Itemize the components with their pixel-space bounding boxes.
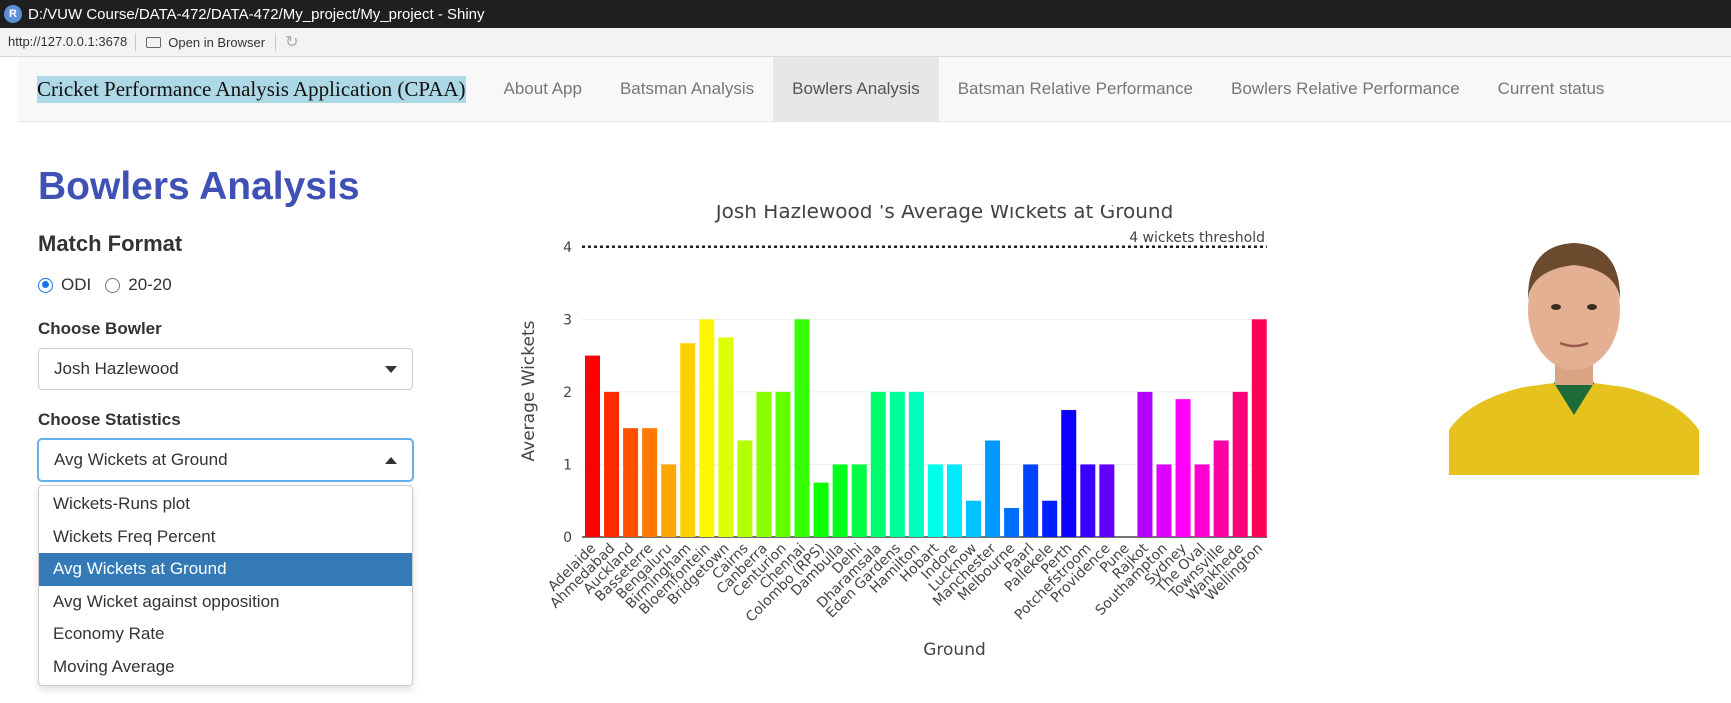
y-tick-label: 0 <box>563 530 572 546</box>
chart-bar <box>1232 391 1248 537</box>
hair-shape <box>1527 243 1621 300</box>
chart-bar <box>1251 319 1267 537</box>
tab-bowlers-relative-performance[interactable]: Bowlers Relative Performance <box>1231 79 1460 98</box>
statistics-option[interactable]: Economy Rate <box>53 624 165 643</box>
y-tick-label: 2 <box>563 385 572 401</box>
statistics-option[interactable]: Moving Average <box>53 656 175 676</box>
navbar: Cricket Performance Analysis Application… <box>18 57 1731 122</box>
window-titlebar: R D:/VUW Course/DATA-472/DATA-472/My_pro… <box>0 0 1731 28</box>
chart-title: Josh Hazlewood 's Average Wickets at Gro… <box>714 205 1174 223</box>
radio-t20[interactable] <box>105 277 121 293</box>
tab-current-status[interactable]: Current status <box>1497 79 1605 98</box>
brand-text: Cricket Performance Analysis Application… <box>37 75 466 103</box>
x-axis-label: Ground <box>923 640 986 660</box>
window-title: D:/VUW Course/DATA-472/DATA-472/My_proje… <box>28 5 485 23</box>
tab-about-app[interactable]: About App <box>503 79 582 98</box>
statistics-option[interactable]: Wickets-Runs plot <box>53 494 190 513</box>
chart-bar <box>1042 500 1058 537</box>
open-in-browser-label: Open in Browser <box>168 34 266 50</box>
left-eye <box>1551 304 1561 310</box>
chart-bar <box>642 428 658 537</box>
bowler-select[interactable]: Josh Hazlewood <box>38 348 413 390</box>
chart-bar <box>604 391 620 537</box>
statistics-select-value: Avg Wickets at Ground <box>54 450 228 469</box>
tab-batsman-relative-performance[interactable]: Batsman Relative Performance <box>957 79 1193 98</box>
chart-bar <box>1023 464 1039 537</box>
chart-bar <box>794 319 810 537</box>
radio-t20-label[interactable]: 20-20 <box>128 275 172 294</box>
match-format-radio-group: ODI 20-20 <box>38 275 413 295</box>
chart-bar <box>737 440 753 537</box>
chart-bar <box>927 464 943 537</box>
chart-bar <box>1099 464 1115 537</box>
chart-svg: Josh Hazlewood 's Average Wickets at Gro… <box>519 199 1267 660</box>
match-format-heading: Match Format <box>38 231 183 256</box>
chart-bar <box>1061 410 1077 537</box>
chart-bar <box>908 391 924 537</box>
statistics-option-selected[interactable]: Avg Wickets at Ground <box>39 553 412 586</box>
sidebar-panel: Bowlers Analysis Match Format ODI 20-20 … <box>38 165 413 686</box>
chart-bar <box>775 391 791 537</box>
choose-statistics-label: Choose Statistics <box>38 410 181 429</box>
chart-bar <box>756 391 772 537</box>
statistics-dropdown-menu: Wickets-Runs plot Wickets Freq Percent A… <box>38 485 413 686</box>
chart-bar <box>1175 399 1191 537</box>
app-brand[interactable]: Cricket Performance Analysis Application… <box>18 57 485 121</box>
chart-bar <box>1213 440 1229 537</box>
chart-bar <box>718 337 734 537</box>
page-title: Bowlers Analysis <box>38 165 360 208</box>
radio-odi-label[interactable]: ODI <box>61 275 92 294</box>
radio-odi[interactable] <box>38 277 53 293</box>
chart-bar <box>661 464 677 537</box>
mouth-shape <box>1559 341 1589 348</box>
chart-bar <box>985 440 1001 537</box>
address-bar: http://127.0.0.1:3678 Open in Browser ↻ <box>0 28 1731 57</box>
open-in-browser-button[interactable]: Open in Browser <box>136 33 277 51</box>
chevron-up-icon <box>385 456 397 464</box>
url-text[interactable]: http://127.0.0.1:3678 <box>0 33 137 51</box>
chart-bar <box>623 428 639 537</box>
chart-bar <box>946 464 962 537</box>
browser-window-icon <box>146 36 162 48</box>
statistics-option[interactable]: Avg Wicket against opposition <box>53 591 280 611</box>
chart-bar <box>1194 464 1210 537</box>
y-axis-label: Average Wickets <box>519 320 539 461</box>
tab-bowlers-analysis[interactable]: Bowlers Analysis <box>773 57 939 121</box>
chart-bar <box>1137 391 1153 537</box>
y-tick-label: 1 <box>563 457 572 473</box>
wickets-at-ground-chart: Josh Hazlewood 's Average Wickets at Gro… <box>500 199 1420 665</box>
right-eye <box>1587 304 1597 310</box>
chart-bar <box>699 319 715 537</box>
chart-bar <box>1004 507 1020 537</box>
chart-bar <box>966 500 981 537</box>
chart-bar <box>889 391 905 537</box>
y-tick-label: 4 <box>563 240 572 256</box>
choose-bowler-label: Choose Bowler <box>38 319 162 338</box>
chevron-down-icon <box>385 365 397 373</box>
chart-bar <box>1156 464 1172 537</box>
refresh-icon[interactable]: ↻ <box>285 34 299 51</box>
chart-bar <box>680 343 696 537</box>
player-portrait-image <box>1449 243 1699 475</box>
shirt-shape <box>1449 383 1699 475</box>
statistics-select[interactable]: Avg Wickets at Ground <box>38 439 413 481</box>
r-app-icon: R <box>4 5 22 23</box>
chart-bar <box>585 355 600 537</box>
chart-bar <box>832 464 848 537</box>
tab-batsman-analysis[interactable]: Batsman Analysis <box>619 79 755 98</box>
chart-bar <box>813 482 829 537</box>
player-photo <box>1449 215 1699 475</box>
statistics-option[interactable]: Wickets Freq Percent <box>53 526 216 546</box>
chart-bar <box>870 391 886 537</box>
bowler-select-value: Josh Hazlewood <box>54 359 179 378</box>
y-tick-label: 3 <box>563 312 572 328</box>
chart-bar <box>851 464 867 537</box>
chart-bar <box>1080 464 1096 537</box>
threshold-label: 4 wickets threshold <box>1129 230 1265 246</box>
face-shape <box>1528 250 1620 370</box>
